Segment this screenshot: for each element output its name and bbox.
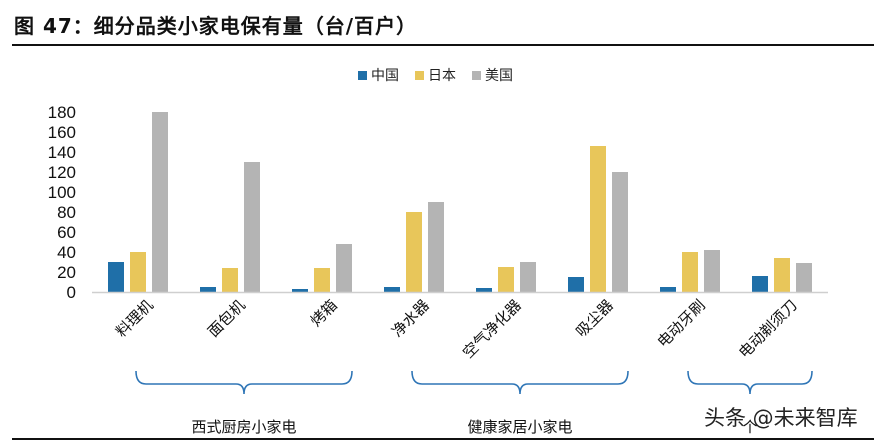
bar	[384, 287, 400, 292]
bar	[682, 252, 698, 292]
x-tick-label: 电动牙刷	[654, 296, 709, 351]
bar	[498, 267, 514, 292]
group-label: 个	[742, 418, 757, 436]
bar	[152, 112, 168, 292]
page-title: 图 47：细分品类小家电保有量（台/百户）	[14, 14, 418, 38]
bar	[314, 268, 330, 292]
y-tick-label: 100	[48, 183, 76, 202]
y-tick-label: 40	[57, 243, 76, 262]
group-bracket	[687, 370, 813, 395]
bar	[222, 268, 238, 292]
bar	[200, 287, 216, 292]
bar	[292, 289, 308, 292]
legend-label: 中国	[371, 68, 399, 84]
bar	[774, 258, 790, 292]
bar	[130, 252, 146, 292]
watermark: 头条 @未来智库	[704, 406, 858, 430]
bar	[752, 276, 768, 292]
bar	[406, 212, 422, 292]
x-tick-label: 净水器	[388, 296, 433, 341]
y-tick-label: 160	[48, 123, 76, 142]
legend-label: 日本	[428, 68, 456, 84]
bar	[520, 262, 536, 292]
y-tick-label: 180	[48, 103, 76, 122]
legend-swatch	[358, 71, 367, 80]
x-tick-label: 料理机	[112, 296, 157, 341]
bar	[590, 146, 606, 292]
x-tick-label: 电动剃须刀	[735, 296, 801, 362]
bar	[336, 244, 352, 292]
bar	[244, 162, 260, 292]
x-tick-label: 烤箱	[307, 296, 341, 330]
legend-swatch	[472, 71, 481, 80]
y-tick-label: 0	[67, 283, 76, 302]
title-rule	[12, 44, 874, 46]
group-bracket	[411, 370, 629, 395]
x-tick-label: 吸尘器	[572, 296, 617, 341]
bar	[796, 263, 812, 292]
x-tick-label: 面包机	[204, 296, 249, 341]
group-bracket	[135, 370, 353, 395]
bar	[428, 202, 444, 292]
legend-label: 美国	[485, 68, 513, 84]
bar	[612, 172, 628, 292]
group-label: 西式厨房小家电	[191, 418, 296, 436]
legend-swatch	[415, 71, 424, 80]
y-tick-label: 80	[57, 203, 76, 222]
bar	[108, 262, 124, 292]
bar	[476, 288, 492, 292]
y-tick-label: 140	[48, 143, 76, 162]
bar	[568, 277, 584, 292]
bar	[660, 287, 676, 292]
bar	[704, 250, 720, 292]
group-label: 健康家居小家电	[467, 418, 572, 436]
x-tick-label: 空气净化器	[459, 296, 525, 362]
bottom-rule	[12, 438, 874, 440]
y-tick-label: 60	[57, 223, 76, 242]
y-tick-label: 20	[57, 263, 76, 282]
y-tick-label: 120	[48, 163, 76, 182]
